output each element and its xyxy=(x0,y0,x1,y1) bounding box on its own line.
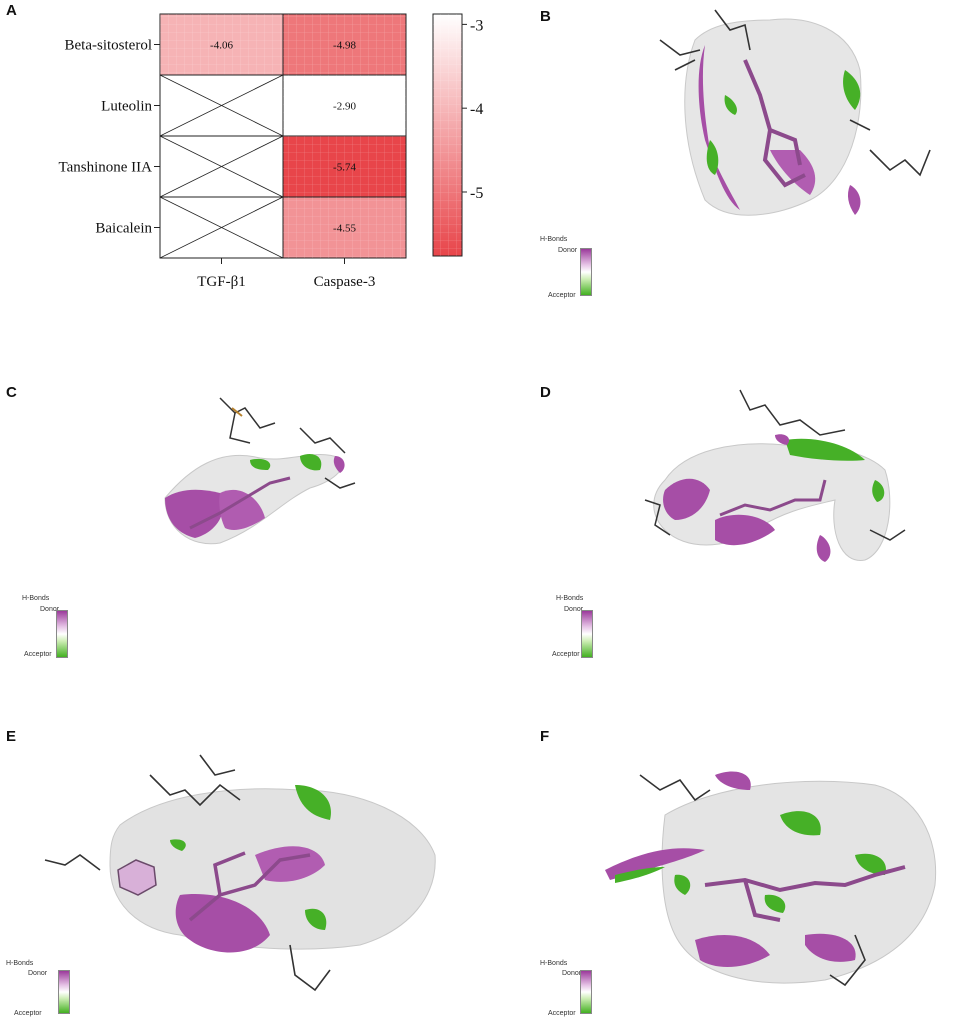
hbond-legend-f: H-Bonds Donor Acceptor xyxy=(540,960,600,1020)
heatmap-cell-grid xyxy=(283,136,406,197)
docking-visual-f xyxy=(605,771,937,987)
hbond-legend-title: H-Bonds xyxy=(6,960,34,967)
docking-visual-b xyxy=(659,9,931,216)
hbond-legend-title: H-Bonds xyxy=(540,960,568,967)
docking-visual-c xyxy=(164,397,356,545)
empty-cell-cross xyxy=(159,74,284,137)
hbond-legend-acceptor: Acceptor xyxy=(548,292,576,299)
row-label: Luteolin xyxy=(101,99,152,115)
hbond-legend-donor: Donor xyxy=(558,247,578,254)
heatmap-cell-value: -4.55 xyxy=(333,223,356,235)
hbond-legend-donor: Donor xyxy=(564,606,584,613)
heatmap-chart: -4.06 -4.98 -2.90 -5.74 -4.55 Beta-sitostero… xyxy=(58,13,483,290)
hbond-color-bar xyxy=(580,970,592,1014)
hbond-color-bar xyxy=(56,610,68,658)
hbond-legend-b: H-Bonds Donor Acceptor xyxy=(540,236,592,306)
hbond-legend-title: H-Bonds xyxy=(556,595,584,602)
hbond-legend-title: H-Bonds xyxy=(540,236,568,243)
heatmap-cell-value: -2.90 xyxy=(333,101,356,113)
row-label: Baicalein xyxy=(95,221,152,237)
hbond-legend-c: H-Bonds Donor Acceptor xyxy=(22,595,72,665)
heatmap-cell-grid xyxy=(283,14,406,75)
hbond-legend-acceptor: Acceptor xyxy=(24,651,52,658)
panel-label-f: F xyxy=(540,728,550,745)
heatmap-cell-value: -4.98 xyxy=(333,40,356,52)
row-label: Beta-sitosterol xyxy=(65,38,152,54)
panel-label-b: B xyxy=(540,8,551,25)
hbond-color-bar xyxy=(58,970,70,1014)
heatmap-cell-grid xyxy=(283,197,406,258)
docking-visual-e xyxy=(44,754,436,992)
column-label: TGF-β1 xyxy=(197,274,245,290)
heatmap-cell-grid xyxy=(160,14,283,75)
hbond-legend-d: H-Bonds Donor Acceptor xyxy=(552,595,606,665)
colorbar-tick-label: -5 xyxy=(470,185,483,202)
hbond-legend-acceptor: Acceptor xyxy=(552,651,580,658)
hbond-legend-e: H-Bonds Donor Acceptor xyxy=(6,960,70,1020)
hbond-legend-donor: Donor xyxy=(28,970,48,977)
heatmap-cell-value: -5.74 xyxy=(333,162,356,174)
heatmap-cell-grid xyxy=(283,75,406,136)
column-label: Caspase-3 xyxy=(314,274,376,290)
colorbar-tick-label: -3 xyxy=(470,17,483,34)
colorbar-tick-label: -4 xyxy=(470,101,483,118)
hbond-color-bar xyxy=(580,248,592,296)
row-label: Tanshinone IIA xyxy=(58,160,152,176)
hbond-legend-acceptor: Acceptor xyxy=(548,1010,576,1017)
empty-cell-cross xyxy=(159,196,284,259)
hbond-color-bar xyxy=(581,610,593,658)
heatmap-cell-value: -4.06 xyxy=(210,40,233,52)
panel-label-a: A xyxy=(6,2,17,19)
docking-visual-d xyxy=(644,389,906,562)
hbond-legend-donor: Donor xyxy=(40,606,60,613)
hbond-legend-acceptor: Acceptor xyxy=(14,1010,42,1017)
panel-label-c: C xyxy=(6,384,17,401)
panel-label-e: E xyxy=(6,728,17,745)
colorbar-grid xyxy=(433,14,462,256)
hbond-legend-donor: Donor xyxy=(562,970,582,977)
empty-cell-cross xyxy=(159,135,284,198)
panel-label-d: D xyxy=(540,384,551,401)
hbond-legend-title: H-Bonds xyxy=(22,595,50,602)
